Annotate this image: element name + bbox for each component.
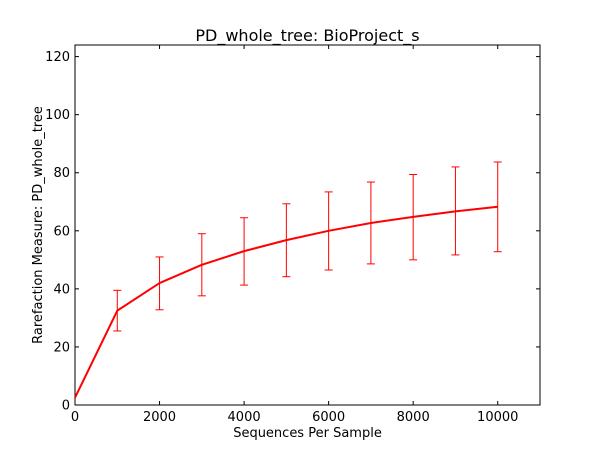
x-axis-label: Sequences Per Sample — [233, 426, 382, 441]
series-line — [74, 205, 498, 399]
y-tick-label: 0 — [62, 399, 70, 414]
y-tick-label: 100 — [45, 108, 70, 123]
y-tick-label: 40 — [53, 282, 70, 297]
chart-title: PD_whole_tree: BioProject_s — [195, 26, 419, 46]
x-tick-label: 6000 — [312, 410, 345, 425]
y-axis-label: Rarefaction Measure: PD_whole_tree — [31, 106, 46, 344]
x-tick-label: 0 — [71, 410, 79, 425]
x-tick-label: 10000 — [477, 410, 518, 425]
y-tick-label: 80 — [53, 166, 70, 181]
y-tick-label: 60 — [53, 224, 70, 239]
y-tick-label: 20 — [53, 340, 70, 355]
x-tick-label: 8000 — [397, 410, 430, 425]
x-tick-label: 4000 — [228, 410, 261, 425]
plot-frame — [74, 44, 541, 406]
x-tick-label: 2000 — [143, 410, 176, 425]
plot-area: 0 2000 4000 6000 8000 10000 0 20 40 60 80 100 120 — [45, 44, 541, 425]
y-tick-label: 120 — [45, 50, 70, 65]
